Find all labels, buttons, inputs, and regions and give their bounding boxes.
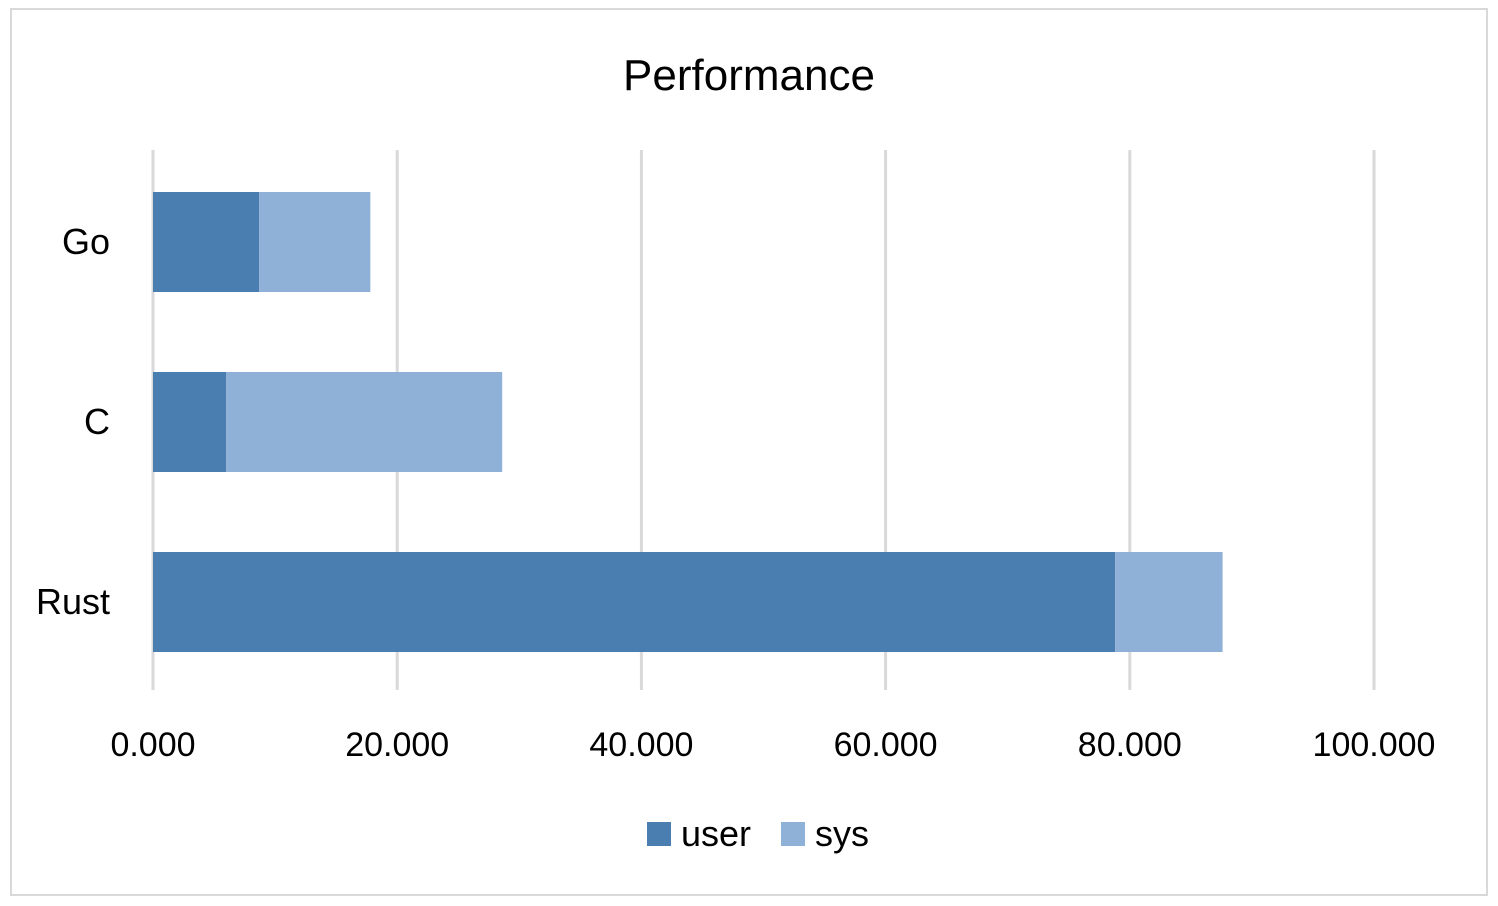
category-label-c: C xyxy=(84,401,110,442)
bar-user-rust xyxy=(153,552,1116,652)
chart-title: Performance xyxy=(623,51,875,100)
legend-label-user: user xyxy=(681,813,751,854)
bars xyxy=(153,192,1223,652)
legend-swatch-sys xyxy=(781,822,805,846)
x-tick-label: 100.000 xyxy=(1313,726,1436,764)
legend-swatch-user xyxy=(647,822,671,846)
bar-sys-rust xyxy=(1115,552,1223,652)
x-tick-label: 40.000 xyxy=(589,726,693,764)
bar-sys-c xyxy=(226,372,503,472)
bar-user-go xyxy=(153,192,260,292)
category-label-rust: Rust xyxy=(36,581,110,622)
category-label-go: Go xyxy=(62,221,110,262)
legend-label-sys: sys xyxy=(815,813,869,854)
x-tick-label: 80.000 xyxy=(1078,726,1182,764)
x-tick-label: 0.000 xyxy=(110,726,195,764)
legend: user sys xyxy=(647,813,869,854)
x-tick-label: 60.000 xyxy=(834,726,938,764)
x-tick-labels: 0.000 20.000 40.000 60.000 80.000 100.000 xyxy=(110,726,1435,764)
bar-user-c xyxy=(153,372,227,472)
category-labels: Go C Rust xyxy=(36,221,110,622)
bar-sys-go xyxy=(259,192,371,292)
x-tick-label: 20.000 xyxy=(345,726,449,764)
